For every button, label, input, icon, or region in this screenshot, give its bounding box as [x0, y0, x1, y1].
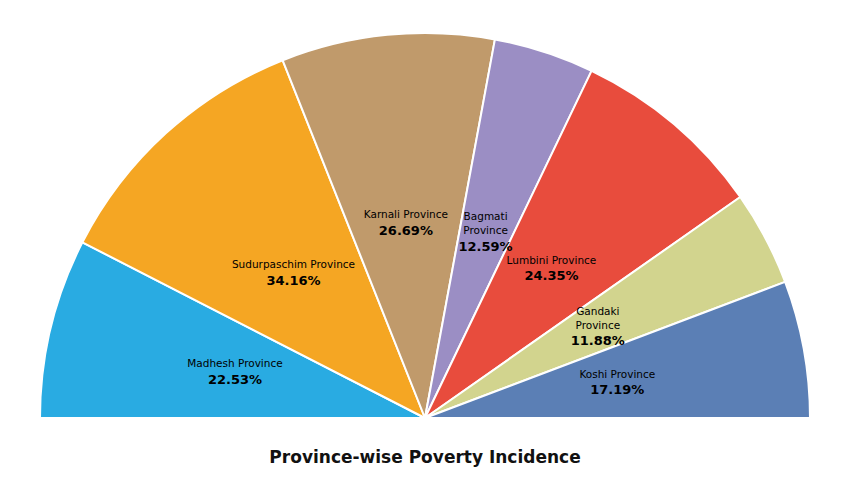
svg-text:11.88%: 11.88%	[571, 333, 625, 348]
svg-text:Bagmati: Bagmati	[464, 210, 508, 222]
svg-text:22.53%: 22.53%	[208, 372, 262, 387]
svg-text:Gandaki: Gandaki	[576, 305, 619, 317]
svg-text:34.16%: 34.16%	[266, 273, 320, 288]
svg-text:26.69%: 26.69%	[379, 223, 433, 238]
svg-text:Karnali Province: Karnali Province	[364, 208, 448, 220]
svg-text:Sudurpaschim Province: Sudurpaschim Province	[232, 258, 355, 270]
svg-text:Lumbini Province: Lumbini Province	[507, 254, 597, 266]
svg-text:Province-wise Poverty Incidenc: Province-wise Poverty Incidence	[269, 447, 580, 467]
svg-text:Koshi Province: Koshi Province	[579, 368, 655, 380]
svg-text:Province: Province	[575, 319, 620, 331]
svg-text:Province: Province	[463, 224, 508, 236]
svg-text:Madhesh Province: Madhesh Province	[187, 357, 282, 369]
svg-text:12.59%: 12.59%	[458, 239, 512, 254]
svg-text:24.35%: 24.35%	[524, 268, 578, 283]
svg-text:17.19%: 17.19%	[590, 382, 644, 397]
